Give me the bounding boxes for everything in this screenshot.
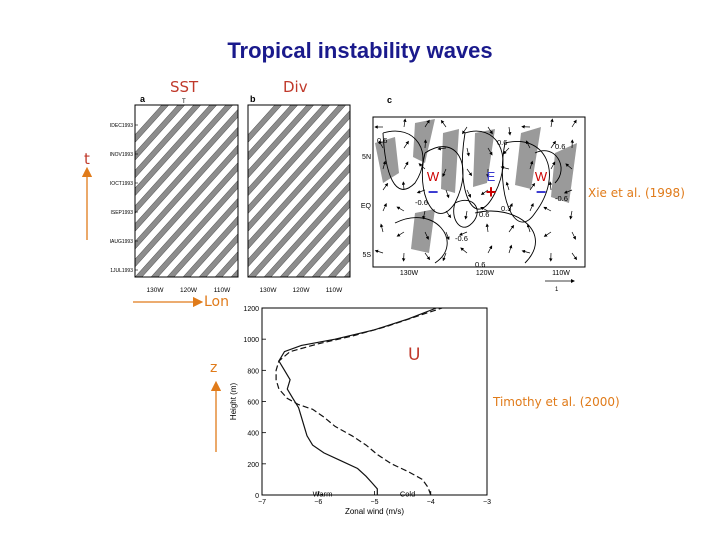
x-axis-label: Zonal wind (m/s) — [345, 507, 404, 516]
contour-label: 0.6 — [475, 260, 485, 269]
marker-sign: + — [486, 182, 497, 202]
panel-c-letter: c — [387, 95, 392, 105]
y-tick-label: 1200 — [243, 306, 259, 313]
contour-label: 0.6 — [555, 142, 565, 151]
xie-citation: Xie et al. (1998) — [588, 186, 685, 200]
y-tick-label: 800 — [247, 368, 259, 375]
panel-c-map — [373, 117, 585, 267]
date-tick-label: IOCT1993 — [110, 181, 133, 187]
lat-tick-label: 5S — [362, 252, 371, 259]
wave-marker: W− — [535, 169, 548, 202]
wind-profile-chart: 0 200 400 600 800 1000 1200 −7 −6 −5 −4 −3 Warm Col… — [229, 306, 491, 516]
lon-tick-label: 120W — [476, 270, 495, 277]
y-tick-label: 1000 — [243, 337, 259, 344]
y-tick-label: 0 — [255, 493, 259, 500]
panel-b-hovmoller — [248, 105, 350, 277]
wave-marker: W− — [427, 169, 440, 202]
contour-label: 0.3 — [501, 204, 511, 213]
date-tick-label: ISEP1993 — [110, 210, 133, 216]
u-label: U — [408, 345, 421, 365]
lon-tick-label: 120W — [180, 287, 198, 294]
marker-sign: − — [428, 182, 439, 202]
y-tick-label: 200 — [247, 462, 259, 469]
lon-tick-label: 110W — [552, 270, 570, 277]
y-tick-label: 400 — [247, 431, 259, 438]
panel-a-top-marker: T — [182, 99, 186, 105]
wave-marker: E+ — [486, 169, 497, 202]
y-tick-label: 600 — [247, 400, 259, 407]
series-line-cold — [275, 307, 443, 496]
lon-tick-label: 110W — [326, 287, 343, 294]
sst-label: SST — [170, 78, 199, 96]
series-annotation: Cold — [400, 490, 415, 499]
marker-letter: W — [427, 169, 440, 184]
date-tick-label: INOV1993 — [110, 152, 134, 158]
slide-title: Tropical instability waves — [227, 38, 493, 63]
div-label: Div — [283, 78, 308, 96]
lon-tick-label: 130W — [260, 287, 278, 294]
panel-b: b 130W 120W 110W — [247, 94, 351, 294]
t-axis-label: t — [84, 150, 90, 168]
date-tick-label: 1JUL1993 — [110, 268, 133, 274]
lat-tick-label: 5N — [362, 154, 371, 161]
panel-c: c 5N EQ 5S 130W 120W 110W 0.6 -0.6 0.6 -0.6 0.6 -… — [361, 95, 586, 293]
x-tick-label: −3 — [483, 499, 491, 506]
lon-tick-label: 130W — [400, 270, 419, 277]
lon-axis-label: Lon — [204, 294, 229, 310]
timothy-citation: Timothy et al. (2000) — [493, 395, 620, 409]
lon-tick-label: 120W — [293, 287, 311, 294]
contour-label: -0.6 — [455, 234, 468, 243]
lat-tick-label: EQ — [361, 203, 372, 210]
x-tick-label: −4 — [427, 499, 435, 506]
y-axis-label: Height (m) — [229, 382, 238, 420]
marker-sign: − — [536, 182, 547, 202]
z-axis-label: z — [210, 360, 218, 376]
x-tick-label: −7 — [258, 499, 266, 506]
date-tick-label: IAUG1993 — [110, 239, 134, 245]
contour-label: -0.6 — [555, 194, 568, 203]
panel-a: a T IDEC1993 INOV1993 IOCT1993 ISEP1993 IAUG… — [110, 94, 239, 294]
vector-scale-label: 1 — [555, 287, 559, 293]
series-annotation: Warm — [313, 490, 333, 499]
contour-label: 0.6 — [497, 138, 507, 147]
lon-tick-label: 110W — [214, 287, 231, 294]
marker-letter: E — [487, 169, 496, 184]
marker-letter: W — [535, 169, 548, 184]
contour-label: -0.6 — [415, 198, 428, 207]
date-tick-label: IDEC1993 — [110, 123, 133, 129]
panel-a-letter: a — [140, 94, 146, 104]
panel-b-letter: b — [250, 94, 256, 104]
lon-tick-label: 130W — [147, 287, 165, 294]
contour-label: 0.6 — [377, 136, 387, 145]
series-line-warm — [278, 307, 437, 495]
x-tick-label: −5 — [371, 499, 379, 506]
panel-a-hovmoller — [135, 105, 238, 277]
contour-label: 0.6 — [479, 210, 489, 219]
x-tick-label: −6 — [314, 499, 322, 506]
